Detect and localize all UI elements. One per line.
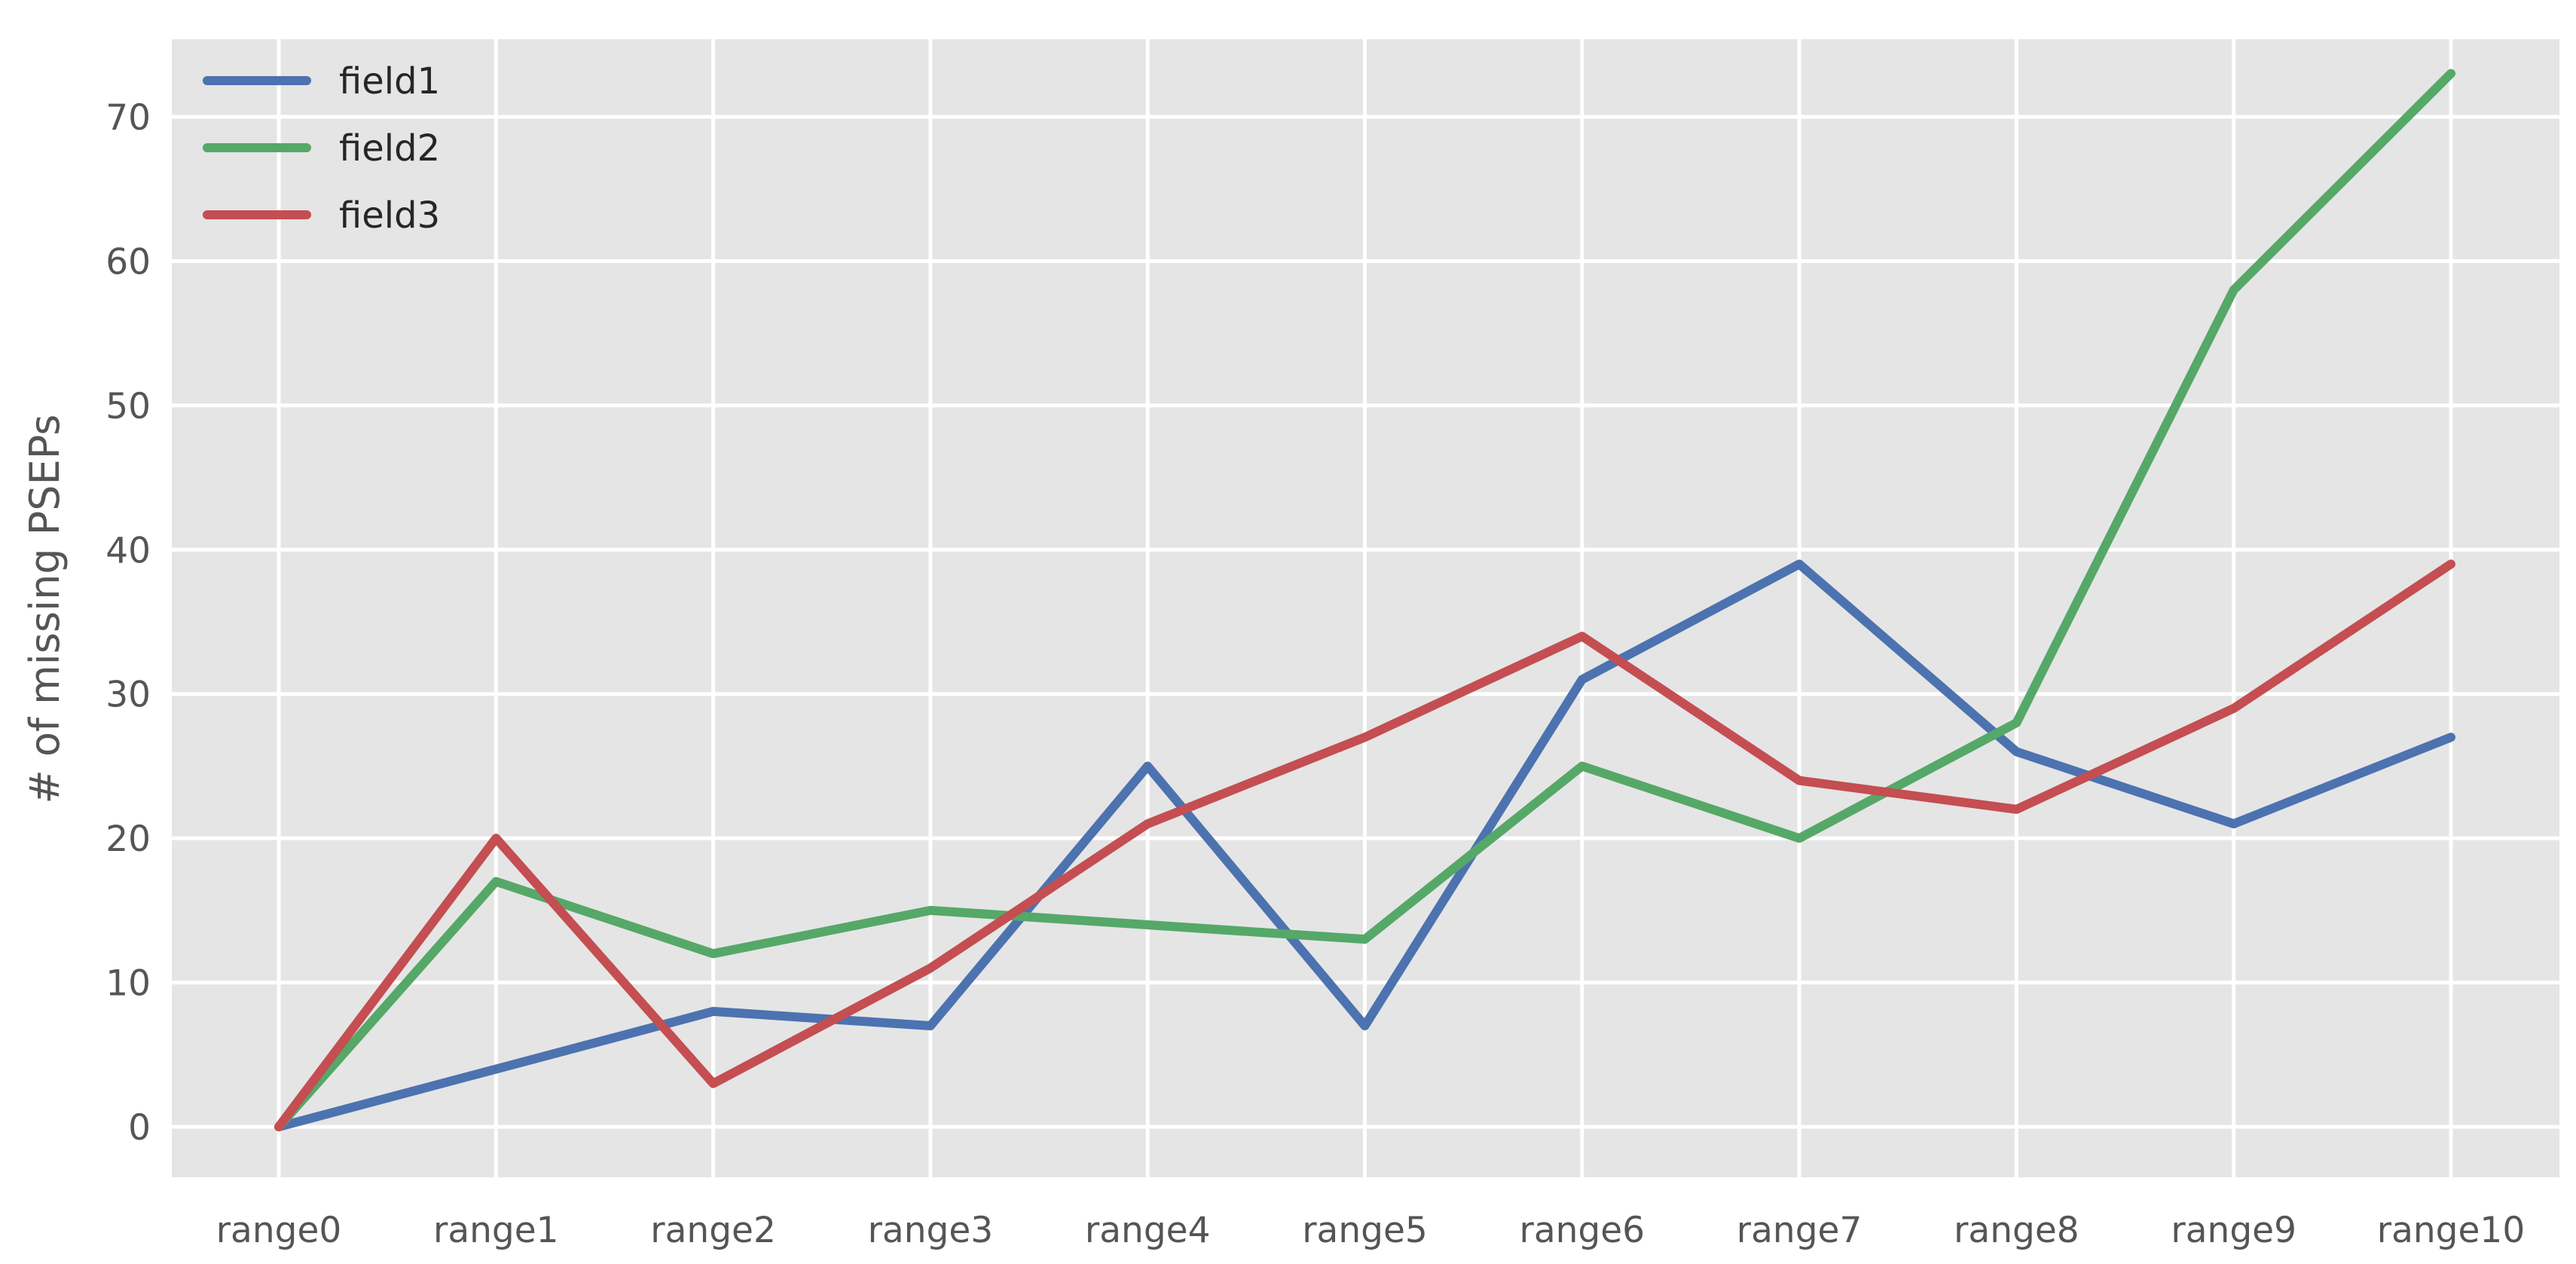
- x-tick-label: range1: [433, 1210, 559, 1251]
- y-axis-label: # of missing PSEPs: [21, 415, 69, 804]
- x-tick-label: range8: [1954, 1210, 2079, 1251]
- legend-label-field3: field3: [339, 194, 440, 237]
- y-tick-labels: 0 10 20 30 40 50 60 70: [105, 97, 151, 1149]
- series-line-field3: [274, 559, 2455, 1131]
- series-line-field2: [274, 69, 2455, 1131]
- legend-item-field2: field2: [203, 127, 440, 170]
- x-tick-label: range5: [1302, 1210, 1428, 1251]
- y-tick-label: 10: [105, 963, 151, 1005]
- x-tick-label: range10: [2377, 1210, 2525, 1251]
- x-tick-label: range4: [1085, 1210, 1211, 1251]
- y-tick-label: 30: [105, 675, 151, 716]
- legend-label-field1: field1: [339, 60, 440, 103]
- y-tick-label: 0: [128, 1107, 151, 1149]
- legend-label-field2: field2: [339, 127, 440, 170]
- gridlines: [172, 39, 2559, 1177]
- series-lines: [274, 69, 2455, 1131]
- x-tick-label: range9: [2171, 1210, 2296, 1251]
- y-tick-label: 20: [105, 819, 151, 860]
- x-tick-label: range6: [1520, 1210, 1646, 1251]
- y-tick-label: 70: [105, 97, 151, 139]
- y-tick-label: 60: [105, 241, 151, 283]
- legend-item-field1: field1: [203, 60, 440, 103]
- x-tick-labels: range0 range1 range2 range3 range4 range5 rang…: [216, 1210, 2526, 1251]
- y-tick-label: 40: [105, 530, 151, 571]
- x-tick-label: range2: [650, 1210, 776, 1251]
- x-tick-label: range0: [216, 1210, 342, 1251]
- x-tick-label: range7: [1737, 1210, 1862, 1251]
- x-tick-label: range3: [868, 1210, 994, 1251]
- y-tick-label: 50: [105, 386, 151, 427]
- legend: field1 field2 field3: [203, 60, 440, 237]
- legend-item-field3: field3: [203, 194, 440, 237]
